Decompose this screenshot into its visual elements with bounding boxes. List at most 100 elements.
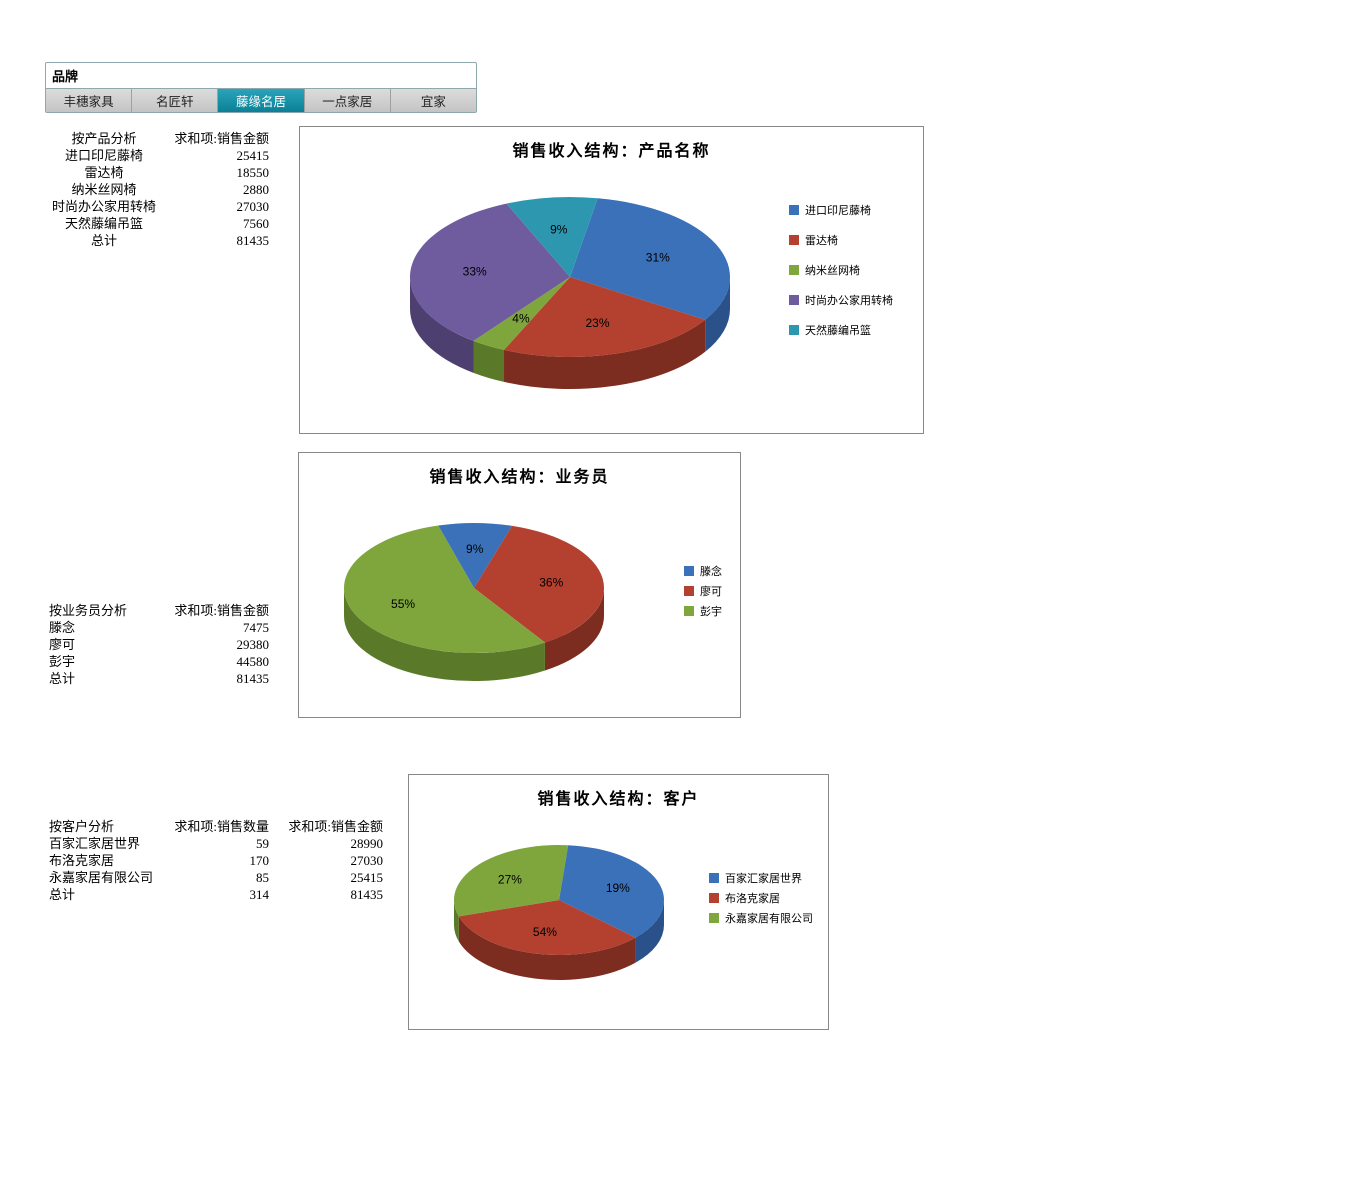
legend-swatch [789, 325, 799, 335]
legend-swatch [789, 205, 799, 215]
table-row: 总计81435 [49, 670, 273, 687]
chart3-pie: 19% 54% 27% [429, 815, 689, 1005]
brand-tab-1[interactable]: 名匠轩 [132, 89, 218, 112]
cell-label: 滕念 [49, 619, 159, 636]
legend-label: 进口印尼藤椅 [805, 202, 871, 218]
legend-swatch [789, 295, 799, 305]
table-row: 廖可29380 [49, 636, 273, 653]
legend-item: 时尚办公家用转椅 [789, 292, 893, 308]
table-row: 百家汇家居世界5928990 [49, 835, 387, 852]
legend-swatch [684, 606, 694, 616]
cell-value: 81435 [273, 886, 387, 903]
cell-value: 81435 [159, 670, 273, 687]
cell-value: 81435 [159, 232, 273, 249]
brand-tab-4[interactable]: 宜家 [391, 89, 476, 112]
pie-percent-label: 36% [539, 576, 563, 590]
salesperson-analysis-table: 按业务员分析 求和项:销售金额 滕念7475廖可29380彭宇44580总计81… [49, 602, 273, 687]
chart2-pie: 9% 36% 55% [324, 493, 624, 703]
product-pie-chart: 销售收入结构：产品名称 31% 23% 4% 33% 9% 进口印尼藤椅雷达椅纳米丝网椅… [299, 126, 924, 434]
legend-label: 永嘉家居有限公司 [725, 910, 813, 926]
brand-filter-panel: 品牌 丰穗家具名匠轩藤缘名居一点家居宜家 [45, 62, 477, 113]
legend-label: 彭宇 [700, 603, 722, 619]
cell-value: 7475 [159, 619, 273, 636]
pie-percent-label: 31% [646, 251, 670, 265]
cell-label: 雷达椅 [49, 164, 159, 181]
cell-value: 25415 [273, 869, 387, 886]
cell-label: 总计 [49, 670, 159, 687]
chart3-legend: 百家汇家居世界布洛克家居永嘉家居有限公司 [709, 870, 813, 930]
cell-qty: 85 [159, 869, 273, 886]
table-row: 永嘉家居有限公司8525415 [49, 869, 387, 886]
cell-value: 27030 [159, 198, 273, 215]
legend-label: 廖可 [700, 583, 722, 599]
brand-tab-2[interactable]: 藤缘名居 [218, 89, 304, 112]
cell-label: 总计 [49, 232, 159, 249]
table-row: 雷达椅18550 [49, 164, 273, 181]
legend-swatch [709, 913, 719, 923]
legend-swatch [709, 873, 719, 883]
pie-percent-label: 54% [533, 925, 557, 939]
pie-percent-label: 19% [606, 881, 630, 895]
legend-swatch [709, 893, 719, 903]
pie-percent-label: 27% [498, 872, 522, 886]
legend-label: 纳米丝网椅 [805, 262, 860, 278]
table-row: 布洛克家居17027030 [49, 852, 387, 869]
cell-value: 44580 [159, 653, 273, 670]
table-row: 总计31481435 [49, 886, 387, 903]
legend-item: 滕念 [684, 563, 722, 579]
cell-value: 7560 [159, 215, 273, 232]
pie-percent-label: 23% [585, 316, 609, 330]
cell-qty: 59 [159, 835, 273, 852]
cell-label: 彭宇 [49, 653, 159, 670]
legend-item: 进口印尼藤椅 [789, 202, 893, 218]
customer-table-header-col1: 按客户分析 [49, 818, 159, 835]
legend-swatch [684, 566, 694, 576]
legend-item: 纳米丝网椅 [789, 262, 893, 278]
chart2-legend: 滕念廖可彭宇 [684, 563, 722, 623]
legend-item: 百家汇家居世界 [709, 870, 813, 886]
brand-tabs: 丰穗家具名匠轩藤缘名居一点家居宜家 [46, 88, 476, 112]
cell-label: 百家汇家居世界 [49, 835, 159, 852]
table-row: 滕念7475 [49, 619, 273, 636]
legend-item: 永嘉家居有限公司 [709, 910, 813, 926]
legend-swatch [684, 586, 694, 596]
customer-table-header-col2: 求和项:销售数量 [159, 818, 273, 835]
cell-label: 布洛克家居 [49, 852, 159, 869]
table-row: 进口印尼藤椅25415 [49, 147, 273, 164]
cell-value: 2880 [159, 181, 273, 198]
table-row: 时尚办公家用转椅27030 [49, 198, 273, 215]
legend-item: 天然藤编吊篮 [789, 322, 893, 338]
legend-label: 天然藤编吊篮 [805, 322, 871, 338]
chart2-title: 销售收入结构：业务员 [299, 463, 740, 487]
pie-percent-label: 33% [463, 264, 487, 278]
legend-item: 廖可 [684, 583, 722, 599]
pie-percent-label: 4% [512, 311, 530, 325]
legend-item: 雷达椅 [789, 232, 893, 248]
table-row: 总计81435 [49, 232, 273, 249]
chart3-title: 销售收入结构：客户 [409, 785, 828, 809]
cell-value: 29380 [159, 636, 273, 653]
pie-percent-label: 55% [391, 597, 415, 611]
legend-label: 雷达椅 [805, 232, 838, 248]
cell-value: 27030 [273, 852, 387, 869]
cell-label: 天然藤编吊篮 [49, 215, 159, 232]
chart1-legend: 进口印尼藤椅雷达椅纳米丝网椅时尚办公家用转椅天然藤编吊篮 [789, 202, 893, 352]
legend-label: 布洛克家居 [725, 890, 780, 906]
sales-table-header-col1: 按业务员分析 [49, 602, 159, 619]
legend-item: 彭宇 [684, 603, 722, 619]
cell-label: 总计 [49, 886, 159, 903]
product-analysis-table: 按产品分析 求和项:销售金额 进口印尼藤椅25415雷达椅18550纳米丝网椅2… [49, 130, 273, 249]
legend-swatch [789, 265, 799, 275]
pie-percent-label: 9% [466, 542, 484, 556]
cell-qty: 170 [159, 852, 273, 869]
table-row: 天然藤编吊篮7560 [49, 215, 273, 232]
product-table-header-col1: 按产品分析 [49, 130, 159, 147]
table-row: 彭宇44580 [49, 653, 273, 670]
brand-tab-3[interactable]: 一点家居 [305, 89, 391, 112]
table-row: 纳米丝网椅2880 [49, 181, 273, 198]
chart1-title: 销售收入结构：产品名称 [300, 137, 923, 161]
pie-percent-label: 9% [550, 222, 568, 236]
brand-tab-0[interactable]: 丰穗家具 [46, 89, 132, 112]
sales-table-header-col2: 求和项:销售金额 [159, 602, 273, 619]
customer-pie-chart: 销售收入结构：客户 19% 54% 27% 百家汇家居世界布洛克家居永嘉家居有限公司 [408, 774, 829, 1030]
